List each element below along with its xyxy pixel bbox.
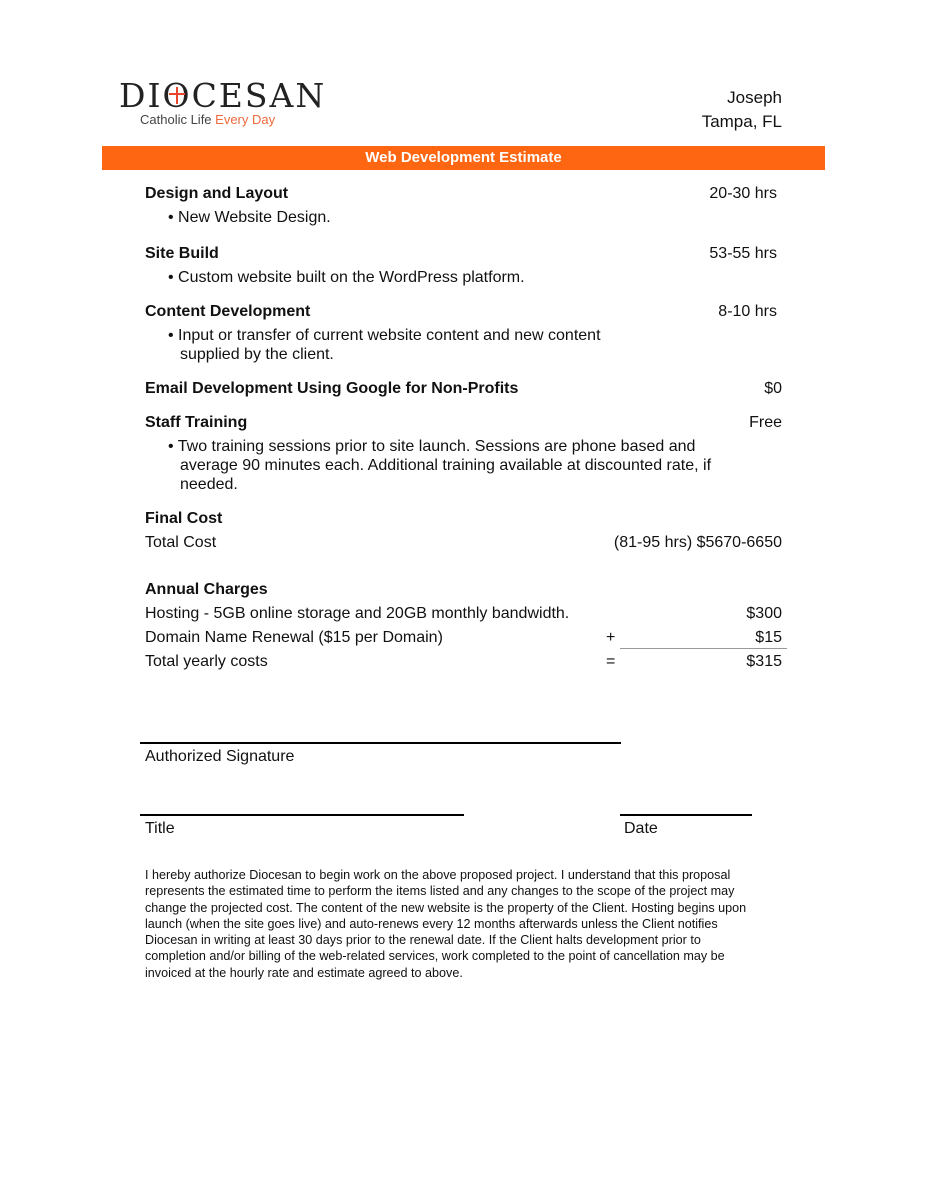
client-location: Tampa, FL (701, 112, 782, 131)
bullet-text: average 90 minutes each. Additional trai… (180, 457, 712, 474)
item-title: Site Build (145, 245, 219, 262)
charge-value: $15 (755, 629, 782, 646)
item-bullet: • Custom website built on the WordPress … (168, 269, 525, 286)
charge-operator: + (606, 629, 616, 646)
tagline-text: Catholic Life (140, 112, 216, 127)
total-cost-label: Total Cost (145, 534, 217, 551)
authorized-signature-label: Authorized Signature (145, 748, 295, 765)
item-bullet: • Two training sessions prior to site la… (168, 438, 712, 493)
signature-line[interactable] (140, 742, 621, 744)
bullet-text: Two training sessions prior to site laun… (177, 438, 696, 455)
charge-value: $315 (746, 653, 782, 670)
logo-tagline: Catholic Life Every Day (140, 112, 275, 127)
charge-label: Total yearly costs (145, 653, 268, 670)
item-title: Content Development (145, 303, 311, 320)
item-bullet: • New Website Design. (168, 209, 331, 226)
charge-value: $300 (746, 605, 782, 622)
item-title: Design and Layout (145, 185, 289, 202)
title-line[interactable] (140, 814, 464, 816)
item-title: Email Development Using Google for Non-P… (145, 380, 519, 397)
date-line[interactable] (620, 814, 752, 816)
title-label: Title (145, 820, 175, 837)
logo-text: DI (119, 76, 163, 115)
fine-print-line: represents the estimated time to perform… (145, 884, 735, 899)
estimate-banner: Web Development Estimate (102, 146, 825, 170)
annual-charges-heading: Annual Charges (145, 581, 268, 598)
fine-print-line: Diocesan in writing at least 30 days pri… (145, 933, 701, 948)
item-value: Free (749, 414, 782, 431)
fine-print-line: change the projected cost. The content o… (145, 900, 747, 915)
fine-print-line: launch (when the site goes live) and aut… (145, 916, 718, 931)
item-bullet: • Input or transfer of current website c… (168, 327, 601, 363)
bullet-text: needed. (180, 476, 238, 493)
item-value: 20-30 hrs (709, 185, 777, 202)
item-title: Staff Training (145, 414, 248, 431)
charge-label: Hosting - 5GB online storage and 20GB mo… (145, 605, 570, 622)
fine-print-line: completion and/or billing of the web-rel… (145, 949, 725, 964)
charge-operator: = (606, 653, 616, 670)
bullet-text: Input or transfer of current website con… (178, 327, 601, 344)
bullet-text: New Website Design. (178, 209, 331, 226)
logo-text: CESAN (191, 76, 327, 115)
client-info: Joseph Tampa, FL (702, 86, 782, 134)
item-value: 53-55 hrs (709, 245, 777, 262)
item-value: 8-10 hrs (718, 303, 777, 320)
fine-print-line: I hereby authorize Diocesan to begin wor… (145, 868, 731, 882)
fine-print-line: invoiced at the hourly rate and estimate… (145, 965, 463, 980)
bullet-text: Custom website built on the WordPress pl… (178, 269, 525, 286)
final-cost-heading: Final Cost (145, 510, 223, 527)
item-value: $0 (764, 380, 782, 397)
date-label: Date (624, 820, 658, 837)
bullet-text: supplied by the client. (180, 346, 334, 363)
total-cost-value: (81-95 hrs) $5670-6650 (613, 534, 782, 551)
authorization-fine-print: I hereby authorize Diocesan to begin wor… (145, 867, 746, 981)
charge-label: Domain Name Renewal ($15 per Domain) (145, 629, 443, 646)
logo: DIOCESAN (119, 76, 326, 115)
client-name: Joseph (727, 88, 782, 107)
cross-icon: O (162, 76, 192, 115)
tagline-accent: Every Day (215, 112, 276, 127)
sum-divider (620, 648, 787, 649)
